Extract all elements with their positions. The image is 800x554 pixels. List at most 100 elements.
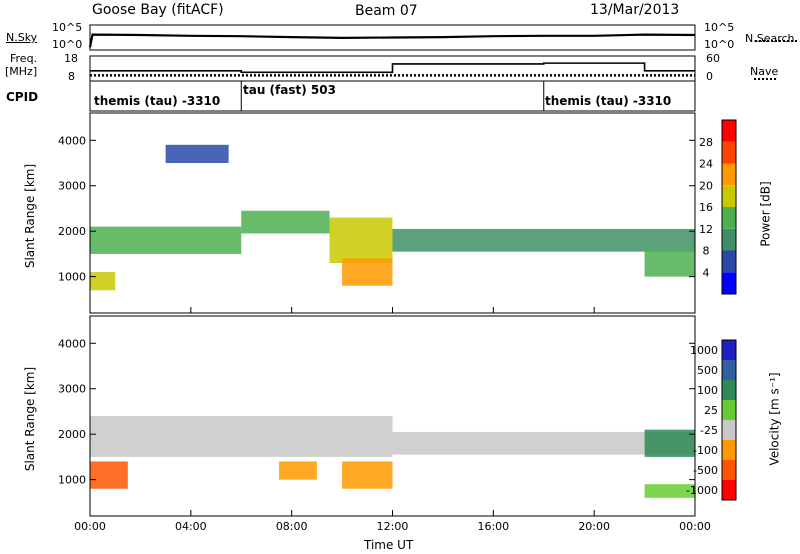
y-tick-label: 3000 <box>58 180 86 193</box>
y-tick-label: 3000 <box>58 383 86 396</box>
freq-label: Freq. <box>10 52 38 65</box>
x-tick-label: 08:00 <box>276 520 308 533</box>
power-yaxis-title: Slant Range [km] <box>23 163 38 269</box>
velocity-colorbar-tick-label: -1000 <box>686 484 718 497</box>
velocity-colorbar-tick-label: 1000 <box>690 344 718 357</box>
cpid-label: CPID <box>6 90 39 104</box>
data-region <box>342 461 393 489</box>
freq-nave-lines <box>90 62 695 77</box>
freq-tick-high: 18 <box>64 52 78 65</box>
velocity-colorbar-tick-label: -25 <box>700 424 718 437</box>
noise-panel-frame <box>89 24 696 51</box>
axis-ticks: 1000 2000 3000 4000 1000 2000 3000 4000 00:00 04:… <box>58 134 711 533</box>
velocity-heatmap <box>90 416 695 498</box>
data-region <box>644 484 695 498</box>
noise-tick-right-low: 10^0 <box>704 38 735 51</box>
power-colorbar-cell <box>722 272 736 294</box>
y-tick-label: 1000 <box>58 271 86 284</box>
noise-tick-left-low: 10^0 <box>52 38 83 51</box>
x-tick-label: 16:00 <box>477 520 509 533</box>
data-region <box>90 226 242 254</box>
velocity-colorbar-cell <box>722 440 736 460</box>
cpid-segment-2: tau (fast) 503 <box>243 83 336 97</box>
data-region <box>90 416 393 457</box>
velocity-colorbar-cell <box>722 420 736 440</box>
y-tick-label: 4000 <box>58 337 86 350</box>
nsearch-label: N.Search <box>745 32 795 45</box>
data-region <box>90 272 116 291</box>
nave-tick-high: 60 <box>706 52 720 65</box>
nave-series-line <box>90 62 695 74</box>
velocity-colorbar-cell <box>722 480 736 500</box>
velocity-colorbar-title: Velocity [m s⁻¹] <box>767 372 782 466</box>
power-colorbar-cell <box>722 228 736 251</box>
power-colorbar-tick-label: 8 <box>703 245 710 258</box>
data-region <box>644 249 695 277</box>
noise-tick-right-high: 10^5 <box>704 21 735 34</box>
data-region <box>392 431 695 455</box>
data-region <box>90 461 128 489</box>
velocity-colorbar-tick-label: 100 <box>697 384 718 397</box>
data-region <box>329 217 393 263</box>
x-tick-label: 20:00 <box>578 520 610 533</box>
velocity-colorbar-cell <box>722 380 736 400</box>
date-title: 13/Mar/2013 <box>590 2 680 18</box>
colorbars: 4 8 12 16 20 24 28 1000 500 100 25 -25 -100 -500 -1000 <box>686 119 737 501</box>
data-region <box>241 210 330 234</box>
power-colorbar-cell <box>722 185 736 207</box>
nave-tick-low: 0 <box>706 70 713 83</box>
power-colorbar-cell <box>722 163 736 186</box>
noise-line <box>88 33 696 48</box>
power-colorbar-tick-label: 16 <box>699 201 713 214</box>
power-colorbar-tick-label: 28 <box>699 136 713 149</box>
data-region <box>165 144 229 163</box>
y-tick-label: 1000 <box>58 474 86 487</box>
power-colorbar-tick-label: 12 <box>699 223 713 236</box>
cpid-segment-3: themis (tau) -3310 <box>545 94 672 108</box>
nave-dotted-key <box>754 78 776 80</box>
data-region <box>279 461 317 480</box>
velocity-colorbar-cell <box>722 460 736 480</box>
velocity-colorbar-frame <box>721 339 737 501</box>
power-colorbar-title: Power [dB] <box>758 181 773 247</box>
power-colorbar-tick-label: 4 <box>703 266 710 279</box>
velocity-colorbar-cell <box>722 400 736 420</box>
velocity-colorbar-tick-label: -100 <box>693 444 718 457</box>
power-colorbar-cell <box>722 207 736 229</box>
nsearch-dotted-key <box>755 40 797 42</box>
velocity-colorbar-tick-label: -500 <box>693 464 718 477</box>
freq-unit-label: [MHz] <box>5 65 38 78</box>
cpid-segment-1: themis (tau) -3310 <box>94 94 221 108</box>
freq-tick-low: 8 <box>68 70 75 83</box>
y-tick-label: 2000 <box>58 428 86 441</box>
noise-tick-left-high: 10^5 <box>52 21 83 34</box>
power-colorbar-cell <box>722 141 736 164</box>
station-title: Goose Bay (fitACF) <box>92 2 224 18</box>
beam-title: Beam 07 <box>355 3 418 19</box>
nave-label: Nave <box>750 65 779 78</box>
x-tick-label: 04:00 <box>175 520 207 533</box>
power-colorbar-tick-label: 20 <box>699 179 713 192</box>
power-colorbar-cell <box>722 250 736 273</box>
velocity-colorbar-cell <box>722 360 736 380</box>
x-tick-label: 00:00 <box>74 520 106 533</box>
power-colorbar-cell <box>722 120 736 142</box>
velocity-colorbar-tick-label: 25 <box>704 404 718 417</box>
power-colorbar-frame <box>721 119 737 295</box>
data-region <box>342 258 393 286</box>
cpid-panel-frame <box>89 80 696 112</box>
time-axis-title: Time UT <box>364 538 414 552</box>
x-tick-label: 00:00 <box>679 520 711 533</box>
data-region <box>392 228 695 252</box>
velocity-yaxis-title: Slant Range [km] <box>23 366 38 472</box>
cpid-dividers <box>240 81 545 111</box>
power-colorbar-tick-label: 24 <box>699 158 713 171</box>
data-region <box>644 429 695 457</box>
x-tick-label: 12:00 <box>377 520 409 533</box>
y-tick-label: 4000 <box>58 134 86 147</box>
velocity-colorbar-cell <box>722 340 736 360</box>
nsky-label: N.Sky <box>6 31 38 44</box>
nsky-series-line <box>88 33 696 48</box>
velocity-colorbar-tick-label: 500 <box>697 364 718 377</box>
